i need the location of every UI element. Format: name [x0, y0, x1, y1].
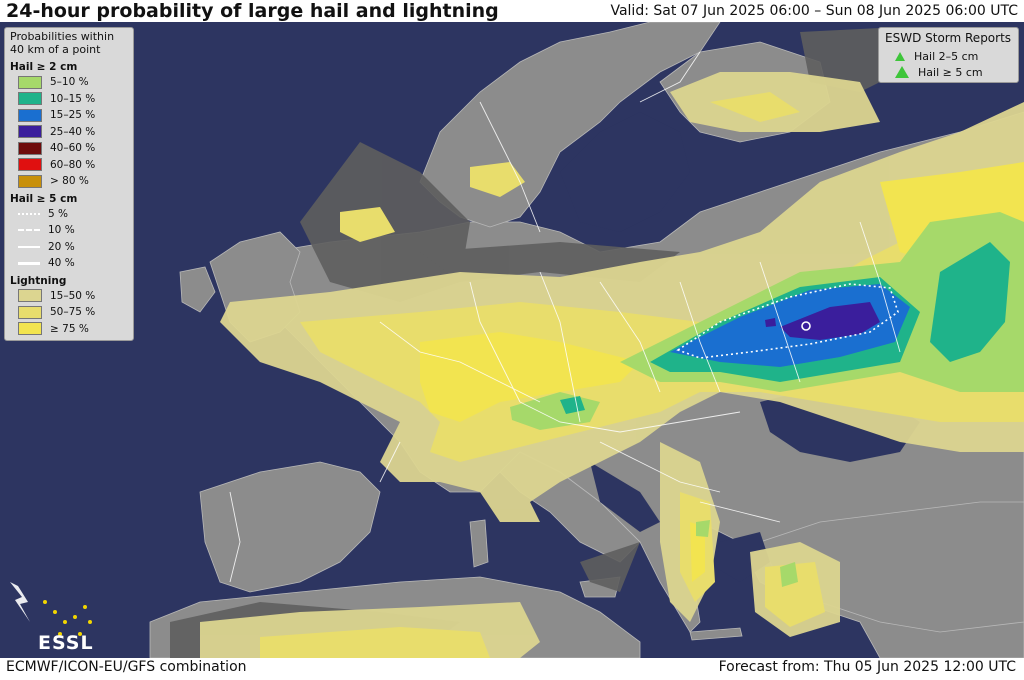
legend-line [18, 212, 40, 215]
country-borders [229, 51, 901, 583]
legend-item: 15–50 % [10, 288, 128, 305]
hail5-contour-5 [676, 283, 899, 359]
report-item: Hail 2–5 cm [885, 48, 1012, 64]
map-legend: Probabilities within 40 km of a point Ha… [4, 27, 134, 341]
legend-label: 10–15 % [50, 92, 96, 105]
forecast-issue-time: Forecast from: Thu 05 Jun 2025 12:00 UTC [718, 659, 1016, 675]
legend-swatch [18, 174, 42, 188]
legend-label: 5–10 % [50, 76, 89, 89]
legend-label: ≥ 75 % [50, 322, 89, 335]
legend-item: 20 % [10, 239, 128, 256]
model-source: ECMWF/ICON-EU/GFS combination [6, 659, 247, 675]
triangle-large-icon [895, 66, 909, 78]
valid-period: Valid: Sat 07 Jun 2025 06:00 – Sun 08 Ju… [610, 3, 1018, 19]
report-label: Hail 2–5 cm [914, 49, 979, 63]
legend-item: 10–15 % [10, 91, 128, 108]
legend-line [18, 229, 40, 232]
legend-swatch [18, 75, 42, 89]
legend-item: 60–80 % [10, 157, 128, 174]
legend-item: > 80 % [10, 173, 128, 190]
legend-label: 50–75 % [50, 306, 96, 319]
legend-label: 15–25 % [50, 109, 96, 122]
legend-item: 5 % [10, 206, 128, 223]
legend-label: 15–50 % [50, 289, 96, 302]
legend-swatch [18, 305, 42, 319]
legend-label: 10 % [48, 224, 75, 237]
legend-item: 5–10 % [10, 74, 128, 91]
storm-reports-title: ESWD Storm Reports [885, 31, 1012, 45]
legend-label: 60–80 % [50, 158, 96, 171]
legend-item: 40–60 % [10, 140, 128, 157]
legend-line [18, 261, 40, 265]
legend-line [18, 245, 40, 248]
legend-lightning-title: Lightning [10, 274, 67, 287]
hail5-contour-10 [801, 321, 811, 331]
legend-label: 20 % [48, 240, 75, 253]
legend-label: 40 % [48, 257, 75, 270]
legend-swatch [18, 322, 42, 336]
legend-swatch [18, 289, 42, 303]
report-item: Hail ≥ 5 cm [885, 64, 1012, 80]
legend-intro: Probabilities within 40 km of a point [10, 30, 115, 56]
map-title: 24-hour probability of large hail and li… [6, 0, 499, 22]
legend-item: ≥ 75 % [10, 321, 128, 338]
legend-swatch [18, 92, 42, 106]
legend-hail5-title: Hail ≥ 5 cm [10, 192, 78, 205]
legend-item: 50–75 % [10, 304, 128, 321]
essl-logo-graphic [10, 582, 92, 636]
forecast-map [0, 22, 1024, 658]
legend-label: 40–60 % [50, 142, 96, 155]
legend-swatch [18, 158, 42, 172]
storm-reports-legend: ESWD Storm Reports Hail 2–5 cm Hail ≥ 5 … [878, 27, 1019, 83]
legend-swatch [18, 108, 42, 122]
legend-label: > 80 % [50, 175, 89, 188]
legend-swatch [18, 125, 42, 139]
report-label: Hail ≥ 5 cm [918, 65, 983, 79]
map-canvas [0, 22, 1024, 658]
legend-item: 25–40 % [10, 124, 128, 141]
legend-item: 10 % [10, 222, 128, 239]
legend-swatch [18, 141, 42, 155]
legend-hail2-title: Hail ≥ 2 cm [10, 61, 78, 73]
legend-label: 5 % [48, 207, 68, 220]
triangle-small-icon [895, 51, 905, 61]
legend-label: 25–40 % [50, 125, 96, 138]
legend-item: 40 % [10, 255, 128, 272]
essl-logo: ESSL [38, 632, 94, 654]
legend-item: 15–25 % [10, 107, 128, 124]
